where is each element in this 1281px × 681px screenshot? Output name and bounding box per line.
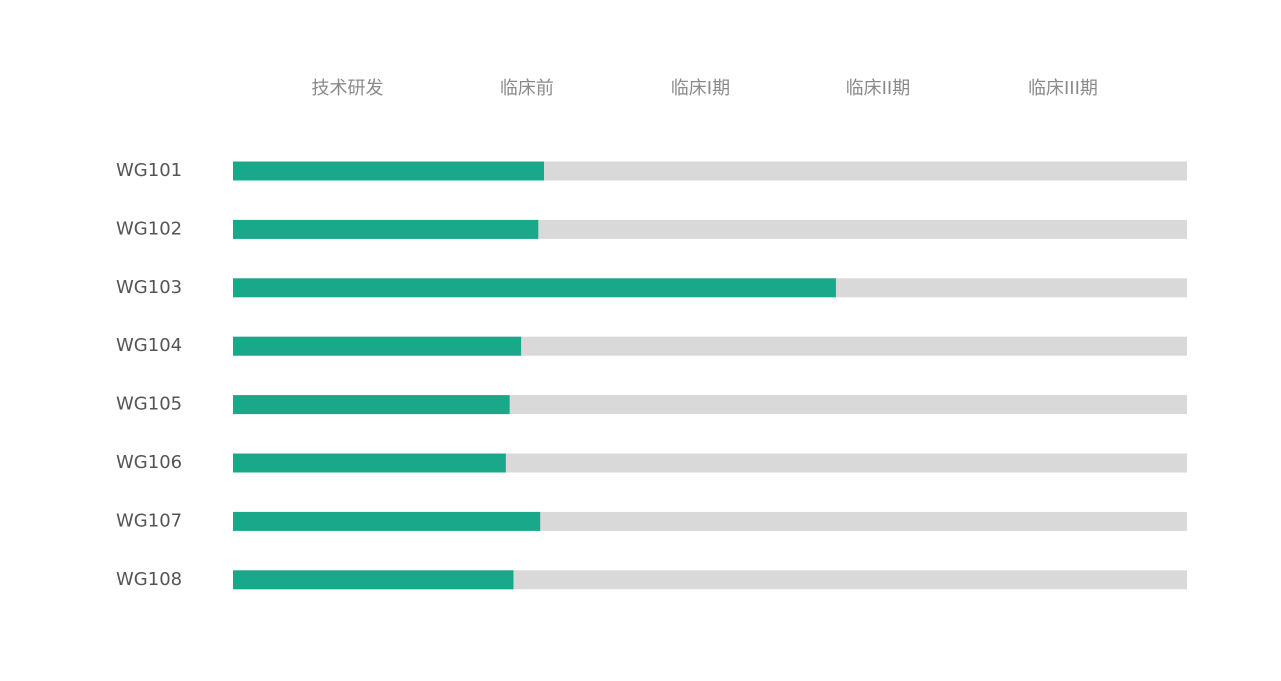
row-label: WG104 [116,335,182,356]
bar [233,511,541,531]
row-label: WG102 [116,218,182,239]
row-label: WG103 [116,277,182,298]
bar [233,336,522,356]
row-label: WG105 [116,394,182,415]
row-label: WG108 [116,569,182,590]
bar [233,570,514,590]
stage-label: 临床III期 [1028,78,1098,99]
row-label: WG101 [116,160,182,181]
stage-label: 临床II期 [846,78,911,99]
bar [233,161,545,181]
bar [233,278,836,298]
row-label: WG107 [116,510,182,531]
bar [233,395,510,415]
bar [233,219,539,239]
stage-label: 临床前 [500,78,554,99]
row-label: WG106 [116,452,182,473]
bar [233,453,506,473]
stage-label: 技术研发 [311,78,383,99]
stage-label: 临床I期 [671,78,730,99]
